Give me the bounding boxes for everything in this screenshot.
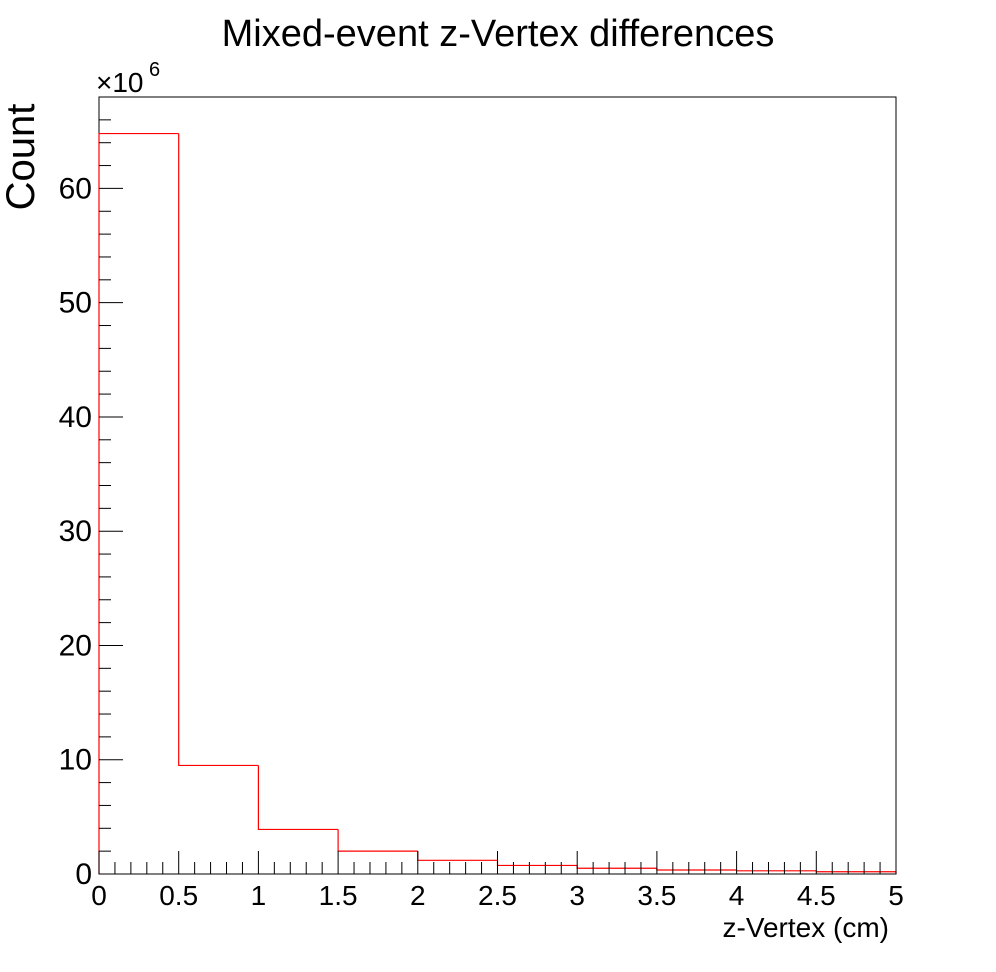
y-tick-label: 60 xyxy=(59,172,92,205)
y-tick-label: 0 xyxy=(75,858,92,891)
histogram-bin xyxy=(417,851,498,861)
chart-title: Mixed-event z-Vertex differences xyxy=(222,13,775,55)
x-tick-label: 4.5 xyxy=(797,880,836,911)
histogram-bin xyxy=(257,765,339,831)
y-tick-label: 10 xyxy=(59,744,92,777)
y-tick-label: 50 xyxy=(59,287,92,320)
x-axis-label: z-Vertex (cm) xyxy=(723,912,889,943)
histogram-bars xyxy=(98,132,897,874)
y-multiplier-label: ×10 6 xyxy=(96,59,160,98)
histogram-bin xyxy=(576,865,657,869)
x-tick-label: 0.5 xyxy=(159,880,198,911)
histogram-bin xyxy=(178,133,259,767)
y-tick-label: 30 xyxy=(59,515,92,548)
y-axis-ticks: 0 10 20 30 40 50 60 xyxy=(59,96,123,891)
y-multiplier-base: ×10 xyxy=(96,67,144,98)
x-tick-label: 1.5 xyxy=(319,880,358,911)
x-tick-label: 3 xyxy=(569,880,585,911)
x-tick-label: 0 xyxy=(91,880,107,911)
histogram-bin xyxy=(656,868,737,871)
plot-frame xyxy=(98,96,897,875)
y-tick-label: 40 xyxy=(59,401,92,434)
y-tick-label: 20 xyxy=(59,629,92,662)
histogram-bin xyxy=(337,829,418,852)
x-tick-label: 2.5 xyxy=(478,880,517,911)
x-tick-label: 4 xyxy=(729,880,745,911)
histogram-bin xyxy=(496,860,578,867)
y-multiplier-exponent: 6 xyxy=(149,59,160,81)
x-tick-label: 3.5 xyxy=(637,880,676,911)
x-tick-label: 1 xyxy=(251,880,267,911)
histogram-bin xyxy=(98,132,179,874)
y-axis-label: Count xyxy=(0,104,43,211)
x-tick-label: 5 xyxy=(888,880,904,911)
x-tick-label: 2 xyxy=(410,880,426,911)
histogram-bin xyxy=(736,870,817,872)
x-axis-ticks: 0 0.5 1 1.5 2 2.5 3 3.5 4 4.5 5 xyxy=(91,851,904,911)
